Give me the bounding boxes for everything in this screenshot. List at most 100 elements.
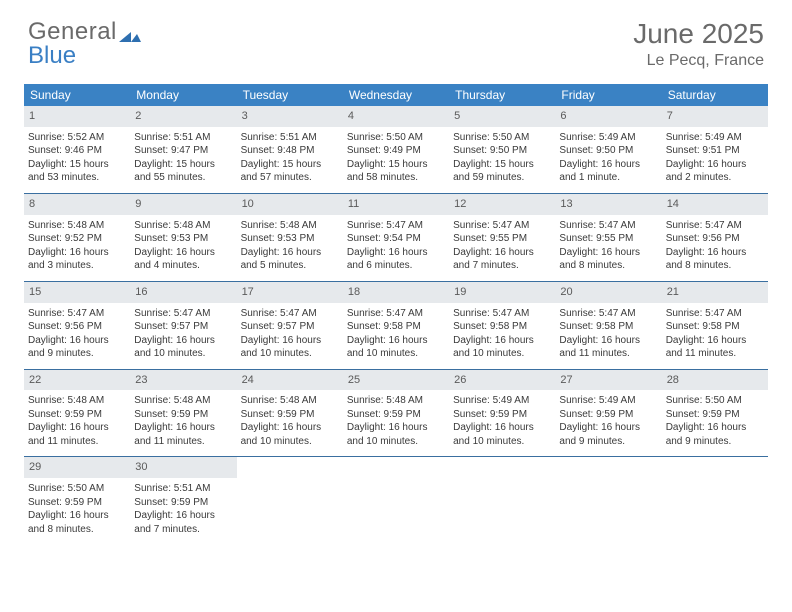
day-cell: 14Sunrise: 5:47 AMSunset: 9:56 PMDayligh… bbox=[662, 194, 768, 281]
day-cell: 1Sunrise: 5:52 AMSunset: 9:46 PMDaylight… bbox=[24, 106, 130, 193]
sunset-text: Sunset: 9:53 PM bbox=[241, 232, 339, 246]
sunset-text: Sunset: 9:59 PM bbox=[28, 408, 126, 422]
day-number: 13 bbox=[555, 194, 661, 215]
sunrise-text: Sunrise: 5:47 AM bbox=[241, 307, 339, 321]
daylight-text: Daylight: 16 hours and 11 minutes. bbox=[28, 421, 126, 448]
sunrise-text: Sunrise: 5:51 AM bbox=[134, 131, 232, 145]
day-number: 19 bbox=[449, 282, 555, 303]
sunset-text: Sunset: 9:50 PM bbox=[559, 144, 657, 158]
day-cell: 13Sunrise: 5:47 AMSunset: 9:55 PMDayligh… bbox=[555, 194, 661, 281]
day-number: 29 bbox=[24, 457, 130, 478]
day-number: 8 bbox=[24, 194, 130, 215]
day-cell: 30Sunrise: 5:51 AMSunset: 9:59 PMDayligh… bbox=[130, 457, 236, 544]
sunrise-text: Sunrise: 5:50 AM bbox=[28, 482, 126, 496]
day-cell: 23Sunrise: 5:48 AMSunset: 9:59 PMDayligh… bbox=[130, 370, 236, 457]
sunrise-text: Sunrise: 5:51 AM bbox=[241, 131, 339, 145]
sunrise-text: Sunrise: 5:49 AM bbox=[559, 131, 657, 145]
sunrise-text: Sunrise: 5:47 AM bbox=[28, 307, 126, 321]
day-number: 23 bbox=[130, 370, 236, 391]
day-cell: 11Sunrise: 5:47 AMSunset: 9:54 PMDayligh… bbox=[343, 194, 449, 281]
day-number: 3 bbox=[237, 106, 343, 127]
day-cell: 9Sunrise: 5:48 AMSunset: 9:53 PMDaylight… bbox=[130, 194, 236, 281]
sunset-text: Sunset: 9:46 PM bbox=[28, 144, 126, 158]
sunset-text: Sunset: 9:58 PM bbox=[453, 320, 551, 334]
calendar-grid: Sunday Monday Tuesday Wednesday Thursday… bbox=[24, 84, 768, 544]
day-cell bbox=[449, 457, 555, 544]
day-header-sun: Sunday bbox=[24, 84, 130, 106]
day-number: 20 bbox=[555, 282, 661, 303]
daylight-text: Daylight: 16 hours and 7 minutes. bbox=[134, 509, 232, 536]
day-cell: 18Sunrise: 5:47 AMSunset: 9:58 PMDayligh… bbox=[343, 282, 449, 369]
daylight-text: Daylight: 15 hours and 58 minutes. bbox=[347, 158, 445, 185]
page-header: General June 2025 Le Pecq, France bbox=[0, 0, 792, 78]
sunset-text: Sunset: 9:54 PM bbox=[347, 232, 445, 246]
day-cell: 20Sunrise: 5:47 AMSunset: 9:58 PMDayligh… bbox=[555, 282, 661, 369]
week-row: 29Sunrise: 5:50 AMSunset: 9:59 PMDayligh… bbox=[24, 457, 768, 544]
daylight-text: Daylight: 16 hours and 1 minute. bbox=[559, 158, 657, 185]
day-cell: 27Sunrise: 5:49 AMSunset: 9:59 PMDayligh… bbox=[555, 370, 661, 457]
sunrise-text: Sunrise: 5:50 AM bbox=[453, 131, 551, 145]
day-number: 4 bbox=[343, 106, 449, 127]
daylight-text: Daylight: 15 hours and 53 minutes. bbox=[28, 158, 126, 185]
day-number: 28 bbox=[662, 370, 768, 391]
daylight-text: Daylight: 16 hours and 11 minutes. bbox=[134, 421, 232, 448]
daylight-text: Daylight: 16 hours and 2 minutes. bbox=[666, 158, 764, 185]
day-cell: 7Sunrise: 5:49 AMSunset: 9:51 PMDaylight… bbox=[662, 106, 768, 193]
sunrise-text: Sunrise: 5:47 AM bbox=[666, 219, 764, 233]
day-cell: 10Sunrise: 5:48 AMSunset: 9:53 PMDayligh… bbox=[237, 194, 343, 281]
sunset-text: Sunset: 9:59 PM bbox=[347, 408, 445, 422]
daylight-text: Daylight: 16 hours and 10 minutes. bbox=[347, 334, 445, 361]
daylight-text: Daylight: 16 hours and 10 minutes. bbox=[453, 334, 551, 361]
daylight-text: Daylight: 16 hours and 9 minutes. bbox=[559, 421, 657, 448]
sunset-text: Sunset: 9:52 PM bbox=[28, 232, 126, 246]
day-number: 6 bbox=[555, 106, 661, 127]
day-cell: 2Sunrise: 5:51 AMSunset: 9:47 PMDaylight… bbox=[130, 106, 236, 193]
sunrise-text: Sunrise: 5:47 AM bbox=[559, 219, 657, 233]
day-number: 27 bbox=[555, 370, 661, 391]
sunrise-text: Sunrise: 5:47 AM bbox=[134, 307, 232, 321]
weeks-container: 1Sunrise: 5:52 AMSunset: 9:46 PMDaylight… bbox=[24, 106, 768, 544]
day-cell: 19Sunrise: 5:47 AMSunset: 9:58 PMDayligh… bbox=[449, 282, 555, 369]
sunset-text: Sunset: 9:56 PM bbox=[666, 232, 764, 246]
day-number: 14 bbox=[662, 194, 768, 215]
daylight-text: Daylight: 16 hours and 10 minutes. bbox=[347, 421, 445, 448]
flag-icon bbox=[119, 23, 141, 41]
day-cell bbox=[555, 457, 661, 544]
daylight-text: Daylight: 16 hours and 10 minutes. bbox=[241, 421, 339, 448]
sunrise-text: Sunrise: 5:48 AM bbox=[28, 219, 126, 233]
daylight-text: Daylight: 15 hours and 59 minutes. bbox=[453, 158, 551, 185]
sunset-text: Sunset: 9:53 PM bbox=[134, 232, 232, 246]
month-title: June 2025 bbox=[633, 18, 764, 50]
day-number: 15 bbox=[24, 282, 130, 303]
day-number: 12 bbox=[449, 194, 555, 215]
daylight-text: Daylight: 16 hours and 10 minutes. bbox=[453, 421, 551, 448]
sunrise-text: Sunrise: 5:49 AM bbox=[453, 394, 551, 408]
sunrise-text: Sunrise: 5:48 AM bbox=[134, 219, 232, 233]
day-number: 9 bbox=[130, 194, 236, 215]
day-number: 18 bbox=[343, 282, 449, 303]
day-cell bbox=[343, 457, 449, 544]
sunrise-text: Sunrise: 5:48 AM bbox=[347, 394, 445, 408]
daylight-text: Daylight: 16 hours and 9 minutes. bbox=[28, 334, 126, 361]
day-number: 17 bbox=[237, 282, 343, 303]
day-cell: 24Sunrise: 5:48 AMSunset: 9:59 PMDayligh… bbox=[237, 370, 343, 457]
week-row: 1Sunrise: 5:52 AMSunset: 9:46 PMDaylight… bbox=[24, 106, 768, 194]
day-header-thu: Thursday bbox=[449, 84, 555, 106]
daylight-text: Daylight: 16 hours and 3 minutes. bbox=[28, 246, 126, 273]
sunset-text: Sunset: 9:58 PM bbox=[559, 320, 657, 334]
daylight-text: Daylight: 16 hours and 8 minutes. bbox=[28, 509, 126, 536]
sunrise-text: Sunrise: 5:51 AM bbox=[134, 482, 232, 496]
week-row: 8Sunrise: 5:48 AMSunset: 9:52 PMDaylight… bbox=[24, 194, 768, 282]
day-number: 11 bbox=[343, 194, 449, 215]
sunset-text: Sunset: 9:59 PM bbox=[453, 408, 551, 422]
brand-part2: Blue bbox=[28, 42, 76, 70]
day-number: 16 bbox=[130, 282, 236, 303]
day-number: 2 bbox=[130, 106, 236, 127]
daylight-text: Daylight: 16 hours and 10 minutes. bbox=[241, 334, 339, 361]
sunset-text: Sunset: 9:57 PM bbox=[134, 320, 232, 334]
daylight-text: Daylight: 15 hours and 57 minutes. bbox=[241, 158, 339, 185]
sunset-text: Sunset: 9:56 PM bbox=[28, 320, 126, 334]
daylight-text: Daylight: 16 hours and 11 minutes. bbox=[559, 334, 657, 361]
day-cell: 4Sunrise: 5:50 AMSunset: 9:49 PMDaylight… bbox=[343, 106, 449, 193]
sunrise-text: Sunrise: 5:47 AM bbox=[347, 307, 445, 321]
